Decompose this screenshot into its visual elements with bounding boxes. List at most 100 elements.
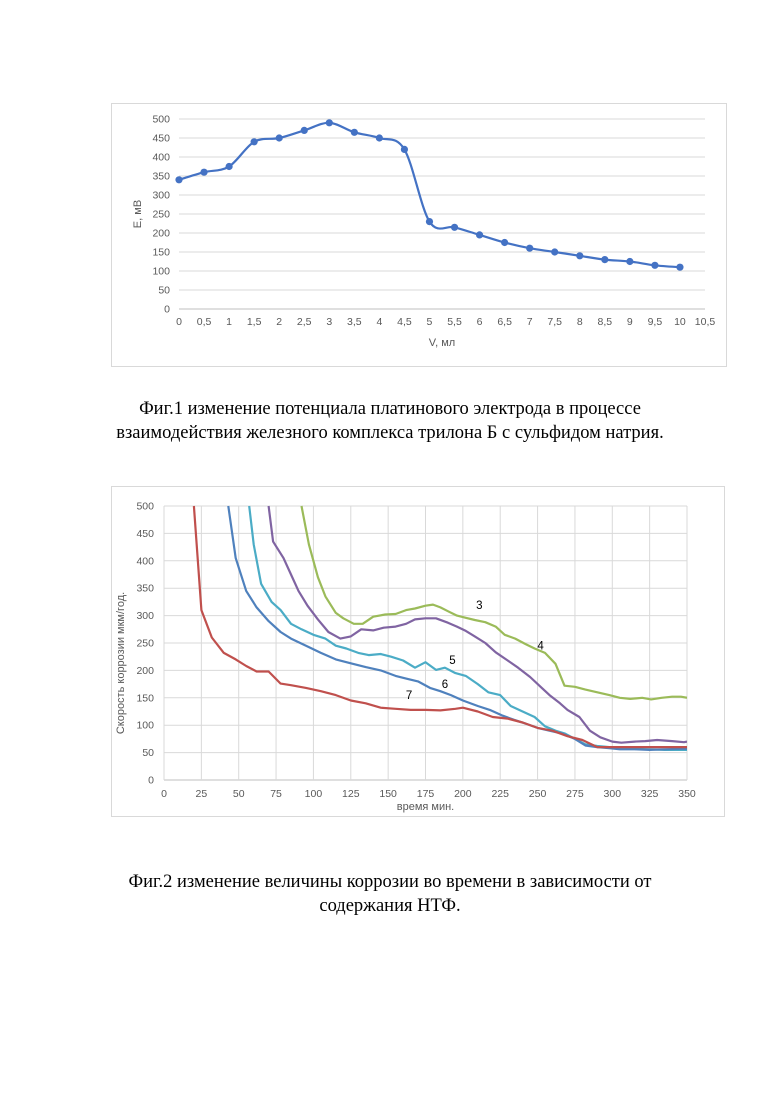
y-tick-label: 50 — [158, 285, 170, 297]
figure-2-chart-frame: 0501001502002503003504004505000255075100… — [111, 486, 725, 817]
x-tick-label: 7,5 — [547, 316, 562, 328]
y-tick-label: 450 — [152, 133, 170, 145]
x-tick-label: 5 — [427, 316, 433, 328]
curve-label-5: 5 — [449, 655, 455, 667]
x-tick-label: 4,5 — [397, 316, 412, 328]
x-tick-label: 8 — [577, 316, 583, 328]
y-tick-label: 0 — [148, 775, 154, 787]
figure-1-chart: 0 50 100 150 200 250 300 350 400 450 500 0 0,5 1 1,5 2 2… — [112, 104, 728, 368]
data-point — [501, 239, 508, 246]
data-point — [225, 163, 232, 170]
y-tick-label: 300 — [136, 610, 154, 622]
x-tick-label: 3,5 — [347, 316, 362, 328]
x-tick-label: 100 — [305, 788, 323, 800]
figure-1-caption-line-2: взаимодействия железного комплекса трило… — [0, 421, 780, 445]
data-point — [376, 134, 383, 141]
y-tick-label: 300 — [152, 190, 170, 202]
x-tick-label: 300 — [604, 788, 622, 800]
y-tick-label: 150 — [136, 692, 154, 704]
x-tick-label: 325 — [641, 788, 659, 800]
y-tick-label: 350 — [152, 171, 170, 183]
x-tick-label: 75 — [270, 788, 282, 800]
x-tick-label: 275 — [566, 788, 584, 800]
x-tick-label: 9 — [627, 316, 633, 328]
y-tick-label: 400 — [152, 152, 170, 164]
series-line-7 — [194, 506, 687, 747]
curve-label-3: 3 — [476, 600, 482, 612]
y-axis-label: E, мВ — [132, 200, 144, 228]
x-tick-label: 250 — [529, 788, 547, 800]
figure-1-caption: Фиг.1 изменение потенциала платинового э… — [0, 397, 780, 445]
y-tick-label: 500 — [152, 114, 170, 126]
x-tick-label: 2,5 — [297, 316, 312, 328]
y-tick-label: 350 — [136, 583, 154, 595]
data-point — [351, 129, 358, 136]
x-tick-label: 350 — [678, 788, 696, 800]
data-point — [200, 169, 207, 176]
y-tick-label: 50 — [142, 747, 154, 759]
x-tick-label: 6 — [477, 316, 483, 328]
figure-2-caption-line-1: Фиг.2 изменение величины коррозии во вре… — [0, 870, 780, 894]
y-tick-label: 100 — [152, 266, 170, 278]
data-point — [301, 127, 308, 134]
y-tick-label: 100 — [136, 720, 154, 732]
x-tick-label: 200 — [454, 788, 472, 800]
x-tick-label: 8,5 — [598, 316, 613, 328]
data-point — [651, 262, 658, 269]
y-tick-label: 0 — [164, 304, 170, 316]
y-axis-label: Скорость коррозии мкм/год. — [115, 592, 127, 734]
figure-1-chart-frame: 0 50 100 150 200 250 300 350 400 450 500 0 0,5 1 1,5 2 2… — [111, 103, 727, 367]
figure-2-caption: Фиг.2 изменение величины коррозии во вре… — [0, 870, 780, 918]
data-point — [601, 256, 608, 263]
data-point — [626, 258, 633, 265]
curve-label-7: 7 — [406, 690, 412, 702]
x-axis-label: V, мл — [429, 337, 455, 349]
data-point — [576, 252, 583, 259]
series-line-5 — [249, 506, 687, 750]
data-point — [676, 264, 683, 271]
plot-area — [194, 506, 687, 750]
x-tick-label: 175 — [417, 788, 435, 800]
x-tick-label: 0,5 — [197, 316, 212, 328]
y-tick-label: 200 — [152, 228, 170, 240]
x-tick-label: 6,5 — [497, 316, 512, 328]
x-tick-label: 150 — [379, 788, 397, 800]
x-tick-label: 2 — [276, 316, 282, 328]
x-tick-label: 225 — [491, 788, 509, 800]
x-tick-label: 10 — [674, 316, 686, 328]
y-tick-label: 150 — [152, 247, 170, 259]
x-tick-label: 3 — [326, 316, 332, 328]
y-tick-label: 500 — [136, 501, 154, 513]
x-tick-label: 5,5 — [447, 316, 462, 328]
series-line-4 — [269, 506, 687, 743]
data-point — [426, 218, 433, 225]
data-point — [551, 248, 558, 255]
curve-label-4: 4 — [537, 641, 544, 653]
curve-label-6: 6 — [442, 679, 448, 691]
data-point — [451, 224, 458, 231]
x-tick-label: 50 — [233, 788, 245, 800]
x-tick-label: 10,5 — [695, 316, 716, 328]
x-tick-label: 1,5 — [247, 316, 262, 328]
data-point — [326, 119, 333, 126]
data-point — [276, 134, 283, 141]
x-tick-label: 0 — [176, 316, 182, 328]
x-tick-label: 9,5 — [648, 316, 663, 328]
x-tick-label: 4 — [376, 316, 382, 328]
x-tick-label: 25 — [196, 788, 208, 800]
figure-2-caption-line-2: содержания НТФ. — [0, 894, 780, 918]
figure-2-chart: 0501001502002503003504004505000255075100… — [112, 487, 726, 818]
x-axis-label: время мин. — [397, 801, 455, 813]
figure-1-caption-line-1: Фиг.1 изменение потенциала платинового э… — [0, 397, 780, 421]
data-point — [476, 231, 483, 238]
x-tick-label: 0 — [161, 788, 167, 800]
y-tick-label: 200 — [136, 665, 154, 677]
x-tick-label: 125 — [342, 788, 360, 800]
y-tick-label: 250 — [136, 638, 154, 650]
y-tick-label: 250 — [152, 209, 170, 221]
x-tick-label: 1 — [226, 316, 232, 328]
x-tick-label: 7 — [527, 316, 533, 328]
data-point — [175, 176, 182, 183]
data-point — [401, 146, 408, 153]
data-point — [251, 138, 258, 145]
